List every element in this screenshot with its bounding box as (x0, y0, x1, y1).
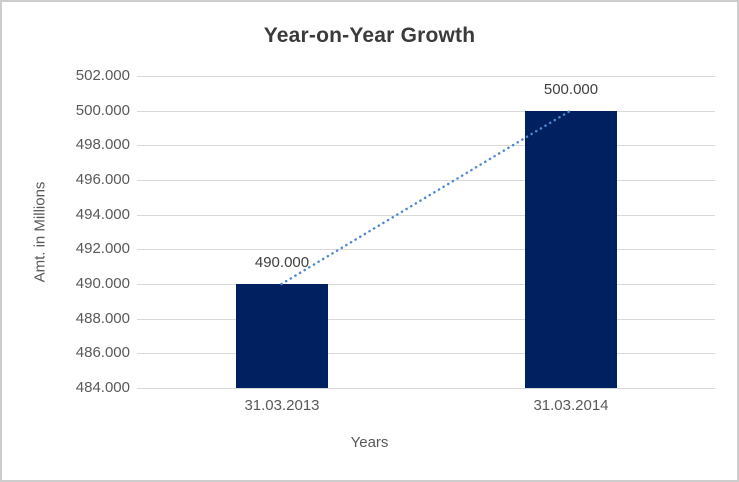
y-gridline (137, 215, 715, 216)
y-gridline (137, 284, 715, 285)
bar-data-label: 490.000 (254, 254, 310, 271)
y-tick-label: 494.000 (75, 206, 130, 223)
y-tick-label: 488.000 (75, 310, 130, 327)
y-tick-label: 502.000 (75, 67, 130, 84)
y-gridline (137, 319, 715, 320)
x-tick-label: 31.03.2014 (533, 397, 609, 414)
y-gridline (137, 111, 715, 112)
y-gridline (137, 353, 715, 354)
y-tick-label: 490.000 (75, 275, 130, 292)
x-tick-label: 31.03.2013 (244, 397, 320, 414)
y-gridline (137, 76, 715, 77)
y-tick-label: 484.000 (75, 379, 130, 396)
y-tick-label: 486.000 (75, 344, 130, 361)
y-axis-title: Amt. in Millions (31, 181, 49, 283)
y-gridline (137, 249, 715, 250)
bar-data-label: 500.000 (543, 81, 599, 98)
bar (525, 111, 617, 388)
y-tick-label: 496.000 (75, 171, 130, 188)
y-tick-label: 498.000 (75, 136, 130, 153)
y-tick-label: 500.000 (75, 102, 130, 119)
x-axis-line (137, 388, 715, 389)
y-tick-label: 492.000 (75, 240, 130, 257)
y-gridline (137, 145, 715, 146)
y-gridline (137, 180, 715, 181)
x-axis-title: Years (350, 434, 389, 451)
bar (236, 284, 328, 388)
chart-title: Year-on-Year Growth (263, 24, 476, 47)
